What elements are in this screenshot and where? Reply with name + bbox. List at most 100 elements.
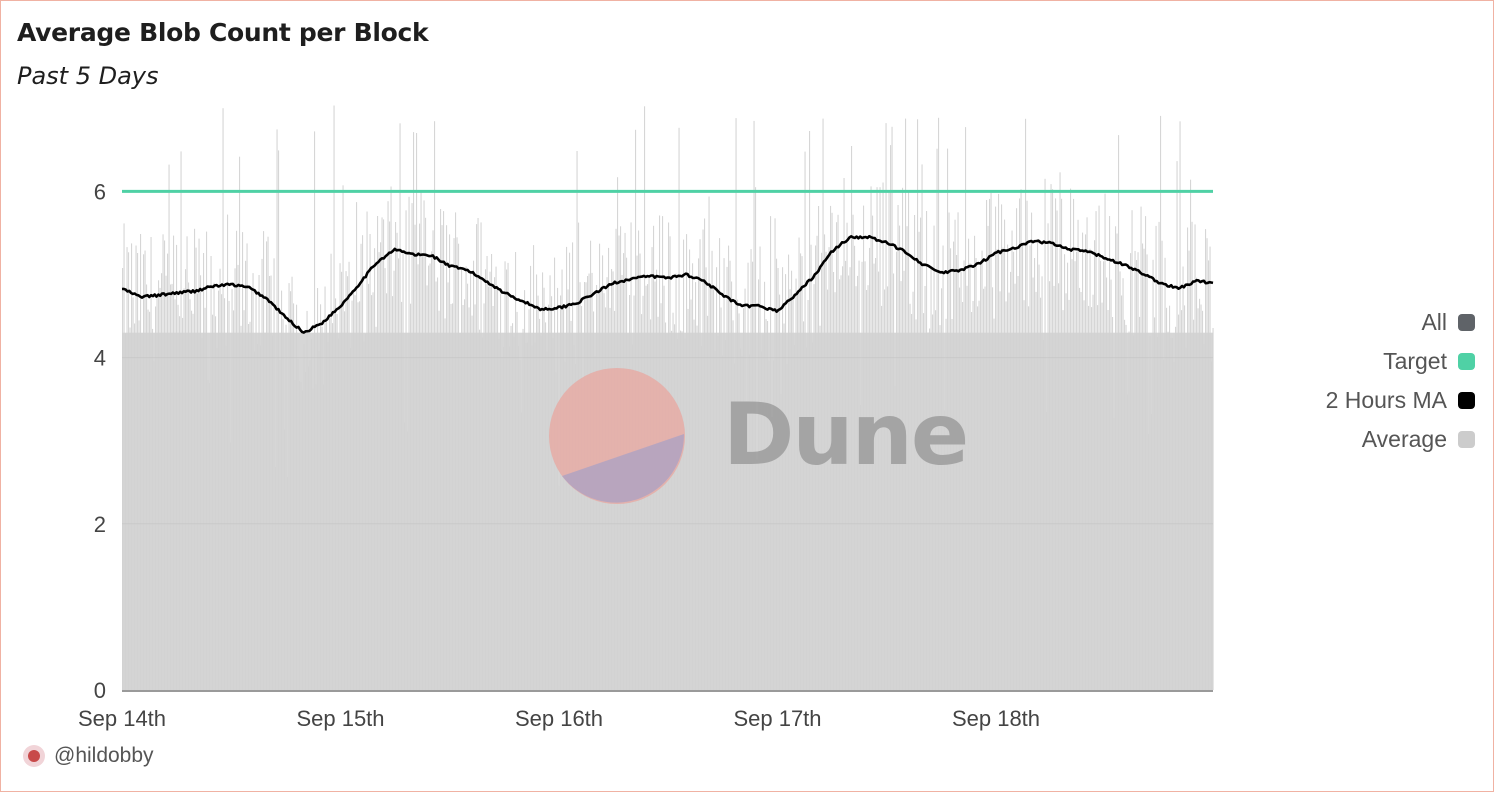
average-bar xyxy=(306,310,308,690)
average-bar xyxy=(1046,412,1048,690)
average-bar xyxy=(213,282,215,690)
average-bar xyxy=(978,300,980,690)
average-bar xyxy=(146,284,148,690)
average-bar xyxy=(755,187,757,690)
average-bar xyxy=(434,121,436,690)
legend-item-2h-ma[interactable]: 2 Hours MA xyxy=(1326,381,1475,420)
author-credit[interactable]: @hildobby xyxy=(23,744,154,768)
average-bar xyxy=(258,275,260,690)
average-bar xyxy=(441,225,443,690)
average-bar xyxy=(1017,276,1019,690)
average-bar xyxy=(854,245,856,691)
average-bar xyxy=(263,231,265,690)
average-bar xyxy=(272,335,274,690)
average-bar xyxy=(641,314,643,690)
average-bar xyxy=(507,262,509,690)
average-bar xyxy=(908,191,910,690)
average-bar xyxy=(668,222,670,690)
average-bar xyxy=(812,342,814,690)
average-bar xyxy=(354,295,356,690)
average-bar xyxy=(458,243,460,690)
page-title: Average Blob Count per Block xyxy=(17,18,429,47)
average-bar xyxy=(422,255,424,690)
average-bar xyxy=(1184,305,1186,690)
average-bar xyxy=(134,323,136,690)
average-bar xyxy=(1098,205,1100,690)
average-bar xyxy=(732,320,734,690)
average-bar xyxy=(423,200,425,690)
average-bar xyxy=(540,335,542,690)
legend-item-all[interactable]: All xyxy=(1326,303,1475,342)
average-bar xyxy=(690,299,692,690)
average-bar xyxy=(990,192,992,691)
average-bar xyxy=(453,238,455,690)
average-bar xyxy=(809,131,811,690)
average-bar xyxy=(611,269,613,690)
average-bar xyxy=(491,254,493,690)
average-bar xyxy=(686,234,688,690)
average-bar xyxy=(360,243,362,691)
average-bar xyxy=(245,260,247,690)
average-bar xyxy=(369,234,371,690)
average-bar xyxy=(1104,193,1106,690)
average-bar xyxy=(827,289,829,690)
average-bar xyxy=(378,252,380,690)
average-bar xyxy=(947,148,949,691)
average-bar xyxy=(503,347,505,690)
average-bar xyxy=(144,250,146,690)
average-bar xyxy=(846,222,848,690)
average-bar xyxy=(749,354,751,690)
average-bar xyxy=(881,305,883,690)
average-bar xyxy=(270,275,272,690)
average-bar xyxy=(915,319,917,690)
average-bar xyxy=(878,271,880,690)
average-bar xyxy=(911,314,913,690)
average-bar xyxy=(473,260,475,690)
average-bar xyxy=(824,234,826,690)
average-bar xyxy=(405,210,407,691)
average-bar xyxy=(287,476,289,690)
average-bar xyxy=(693,319,695,690)
average-bar xyxy=(393,270,395,690)
average-bar xyxy=(516,311,518,690)
average-bar xyxy=(500,293,502,690)
average-bar xyxy=(1086,217,1088,691)
legend-item-target[interactable]: Target xyxy=(1326,342,1475,381)
average-bar xyxy=(345,271,347,690)
average-bar xyxy=(944,410,946,690)
average-bar xyxy=(201,338,203,690)
average-bar xyxy=(1175,326,1177,690)
average-bar xyxy=(1143,248,1145,690)
average-bar xyxy=(234,268,236,690)
average-bar xyxy=(347,276,349,690)
average-bar xyxy=(243,310,245,690)
average-bar xyxy=(255,291,257,690)
average-bar xyxy=(608,247,610,690)
average-bar xyxy=(708,196,710,690)
average-bar xyxy=(447,282,449,690)
average-bar xyxy=(696,325,698,690)
average-bar xyxy=(1151,413,1153,690)
average-bar xyxy=(816,235,818,691)
average-bar xyxy=(132,297,134,690)
average-bar xyxy=(359,301,361,690)
average-bar xyxy=(1206,238,1208,690)
average-bar xyxy=(974,235,976,691)
average-bar xyxy=(339,263,341,690)
average-bar xyxy=(1211,361,1213,690)
average-bar xyxy=(402,251,404,690)
average-bar xyxy=(303,344,305,690)
average-bar xyxy=(1157,336,1159,690)
average-bar xyxy=(399,123,401,691)
average-bar xyxy=(975,258,977,690)
average-bar xyxy=(764,281,766,690)
average-bar xyxy=(680,330,682,690)
legend-item-average[interactable]: Average xyxy=(1326,420,1475,459)
average-bar xyxy=(792,299,794,690)
average-bar xyxy=(179,316,181,690)
average-bar xyxy=(1163,359,1165,690)
average-bar xyxy=(914,215,916,690)
average-bar xyxy=(153,361,155,690)
average-bar xyxy=(765,319,767,690)
